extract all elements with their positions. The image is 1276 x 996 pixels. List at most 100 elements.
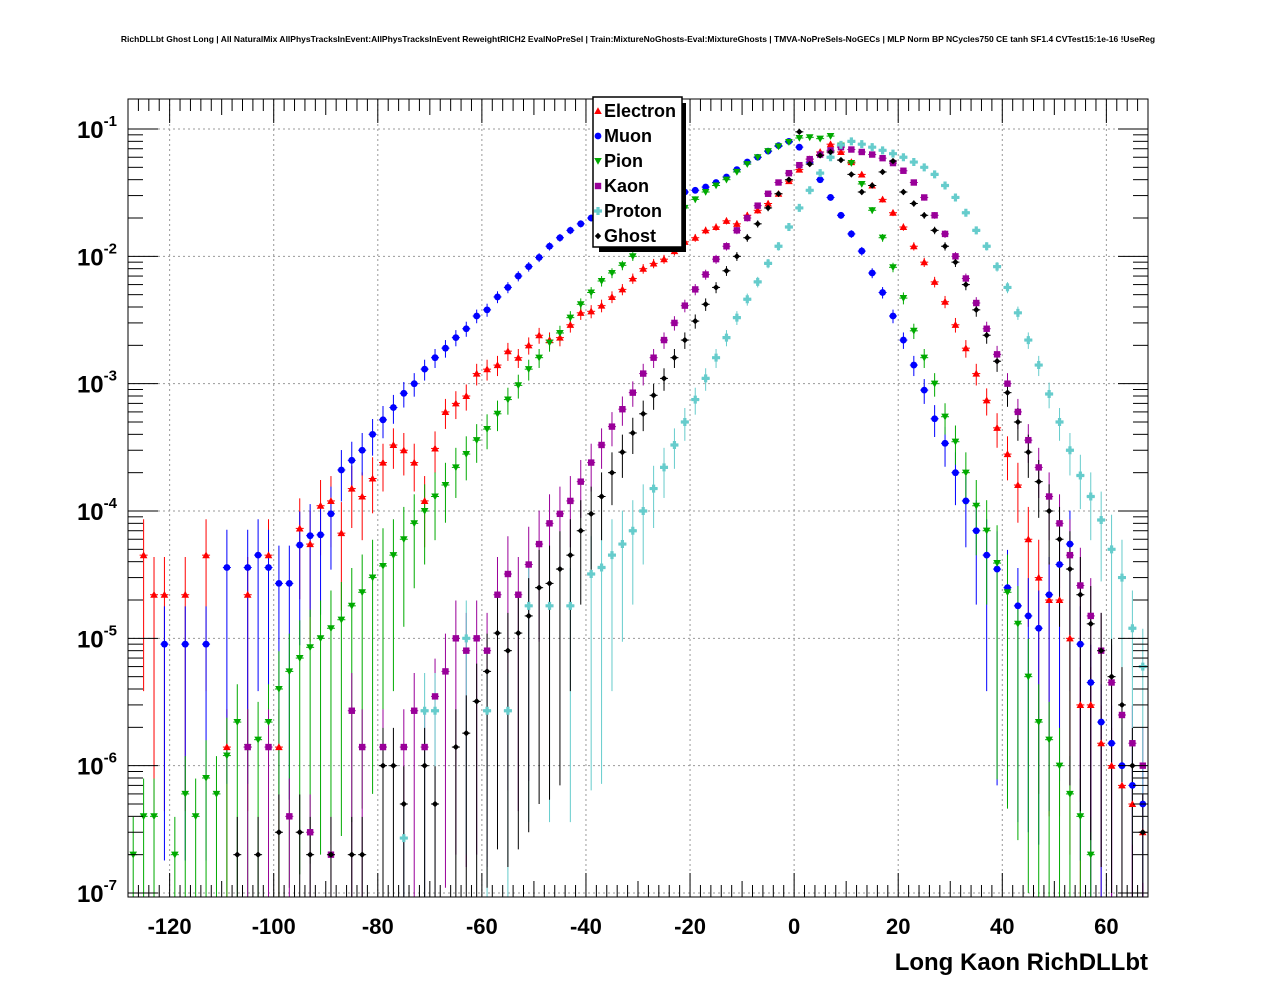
pion-point — [420, 507, 429, 515]
muon-point — [181, 640, 189, 648]
ghost-point — [619, 448, 626, 456]
proton-point — [972, 226, 981, 235]
ghost-point — [546, 580, 553, 587]
muon-point — [390, 404, 397, 411]
muon-point — [442, 344, 449, 352]
electron-point — [795, 165, 804, 173]
proton-point — [462, 634, 471, 643]
proton-point — [420, 706, 429, 715]
electron-point — [1014, 481, 1022, 489]
muon-point — [254, 551, 262, 559]
kaon-point — [806, 155, 813, 163]
muon-point — [1045, 591, 1053, 599]
kaon-point — [879, 154, 886, 162]
legend-label-muon: Muon — [604, 126, 652, 146]
electron-point — [410, 458, 419, 466]
y-tick-base: 10 — [77, 244, 104, 271]
proton-point — [1117, 573, 1126, 582]
ghost-point — [577, 527, 584, 534]
proton-point — [670, 440, 679, 449]
kaon-point — [1087, 612, 1094, 620]
kaon-point — [744, 214, 751, 222]
muon-point — [858, 247, 866, 255]
kaon-point — [754, 202, 761, 209]
pion-point — [295, 655, 304, 662]
kaon-point — [1045, 493, 1053, 500]
muon-point — [431, 354, 439, 362]
x-axis-label: Long Kaon RichDLLbt — [895, 949, 1148, 976]
legend-box — [592, 96, 683, 248]
pion-point — [930, 380, 939, 388]
ghost-point — [796, 128, 803, 136]
proton-point — [878, 146, 887, 155]
pion-point — [264, 719, 273, 726]
kaon-point — [1129, 740, 1136, 747]
x-tick-label: 40 — [990, 914, 1014, 939]
kaon-point — [608, 423, 616, 430]
ghost-point — [358, 851, 366, 858]
muon-point — [952, 469, 959, 477]
kaon-point — [379, 743, 387, 751]
proton-point — [660, 463, 669, 472]
x-tick-label: 20 — [886, 914, 910, 939]
x-tick-label: 0 — [788, 914, 800, 939]
y-tick-base: 10 — [77, 626, 104, 653]
ghost-point — [1004, 389, 1011, 396]
proton-point — [764, 259, 773, 268]
electron-point — [972, 369, 981, 377]
muon-point — [577, 220, 585, 228]
electron-point — [337, 529, 346, 537]
proton-point — [889, 149, 898, 158]
muon-point — [223, 564, 231, 571]
pion-point — [587, 289, 595, 297]
kaon-point — [411, 707, 418, 714]
pion-point — [233, 719, 242, 726]
y-tick-exponent: -3 — [104, 368, 117, 385]
muon-point — [358, 446, 366, 454]
electron-point — [899, 223, 908, 231]
ghost-point — [952, 258, 959, 266]
kaon-point — [1004, 380, 1011, 387]
proton-point — [618, 540, 627, 549]
pion-point — [857, 180, 866, 188]
pion-point — [191, 813, 200, 821]
electron-point — [1066, 634, 1074, 642]
electron-point — [753, 206, 762, 214]
electron-point — [920, 258, 929, 266]
ghost-point — [827, 148, 834, 156]
electron-point — [202, 551, 210, 559]
ghost-point — [1025, 448, 1032, 456]
proton-point — [524, 601, 533, 610]
electron-point — [722, 217, 731, 224]
electron-point — [493, 361, 502, 369]
ghost-point — [1066, 565, 1074, 573]
pion-point — [493, 410, 502, 418]
kaon-point — [941, 230, 949, 238]
kaon-point — [515, 591, 522, 598]
electron-point — [837, 148, 845, 156]
kaon-point — [702, 271, 709, 278]
y-tick-label: 10-7 — [77, 877, 117, 908]
electron-point — [368, 474, 377, 482]
kaon-point — [442, 668, 449, 675]
muon-point — [900, 336, 907, 344]
proton-point — [680, 417, 689, 426]
legend-label-proton: Proton — [604, 201, 662, 221]
pion-point — [379, 562, 387, 570]
ghost-point — [764, 204, 772, 212]
kaon-point — [431, 693, 439, 700]
pion-point — [889, 264, 897, 272]
electron-point — [701, 226, 710, 234]
proton-point — [545, 601, 554, 610]
kaon-point — [660, 336, 668, 344]
electron-point — [400, 446, 408, 454]
pion-point — [795, 134, 804, 142]
proton-point — [732, 313, 741, 322]
pion-point — [254, 736, 262, 744]
pion-point — [306, 644, 314, 652]
muon-point — [879, 289, 886, 296]
series-proton — [399, 137, 1147, 843]
y-tick-label: 10-2 — [77, 240, 117, 271]
pion-point — [1055, 762, 1064, 770]
electron-point — [878, 195, 887, 203]
